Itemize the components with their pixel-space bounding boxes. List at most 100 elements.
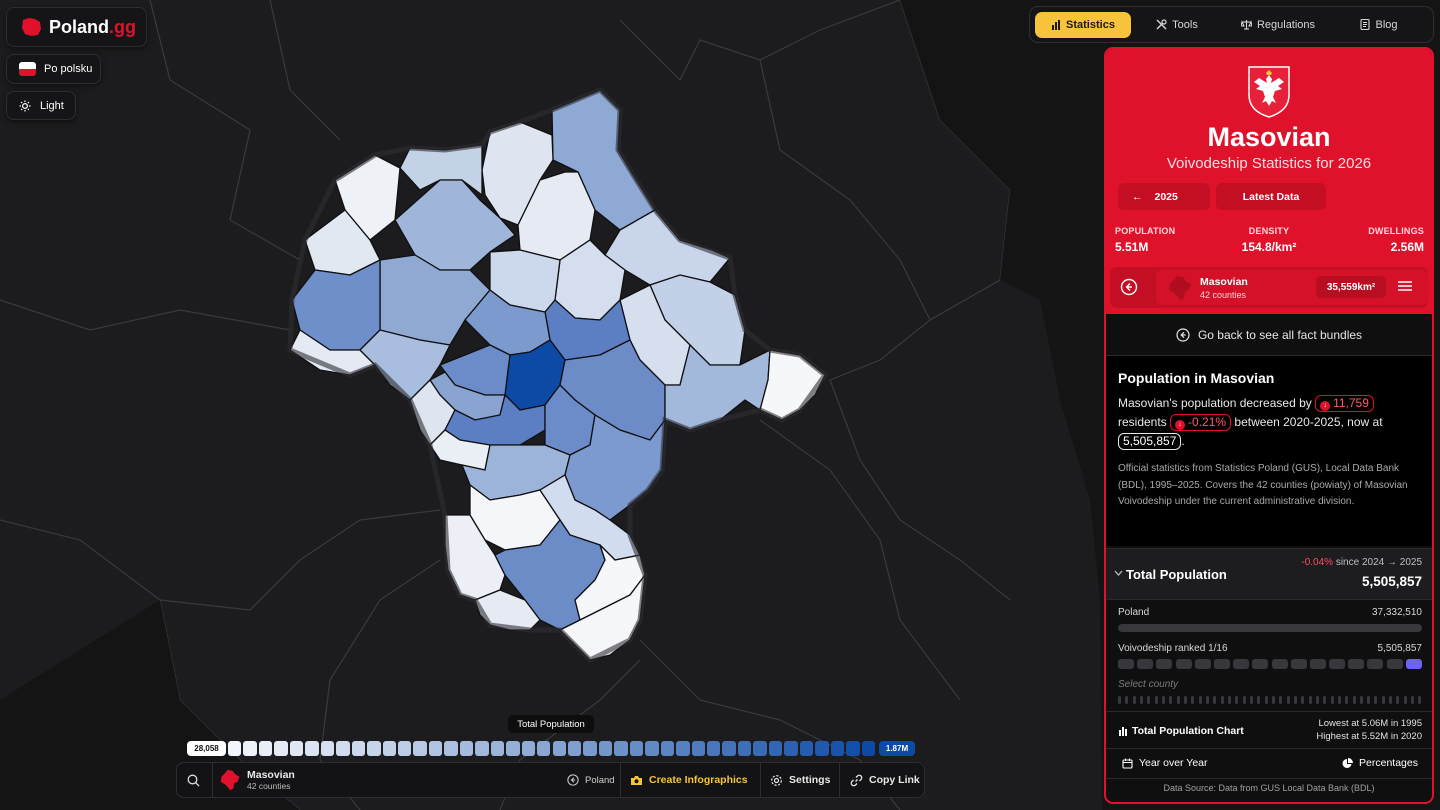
legend-step[interactable] [398, 741, 411, 756]
county-tick[interactable] [1309, 696, 1312, 704]
rank-segment[interactable] [1272, 659, 1288, 669]
legend-step[interactable] [537, 741, 550, 756]
county-tick[interactable] [1235, 696, 1238, 704]
region-card[interactable]: Masovian 42 counties 35,559km² [1156, 270, 1428, 305]
create-infographics-button[interactable]: Create Infographics [630, 763, 748, 797]
legend-step[interactable] [645, 741, 658, 756]
legend-step[interactable] [815, 741, 828, 756]
county-tick[interactable] [1279, 696, 1282, 704]
nav-regulations[interactable]: Regulations [1223, 12, 1333, 38]
legend-step[interactable] [722, 741, 735, 756]
county-tick[interactable] [1228, 696, 1231, 704]
voivodeship-rank-bar[interactable] [1118, 659, 1422, 669]
county-tick[interactable] [1316, 696, 1319, 704]
county-tick[interactable] [1250, 696, 1253, 704]
legend-step[interactable] [614, 741, 627, 756]
legend-step[interactable] [321, 741, 334, 756]
county-tick[interactable] [1294, 696, 1297, 704]
rank-segment[interactable] [1310, 659, 1326, 669]
latest-data-button[interactable]: Latest Data [1216, 183, 1326, 210]
legend-step[interactable] [599, 741, 612, 756]
legend-step[interactable] [243, 741, 256, 756]
county-tick[interactable] [1418, 696, 1421, 704]
rank-segment[interactable] [1406, 659, 1422, 669]
county-tick[interactable] [1374, 696, 1377, 704]
legend-step[interactable] [305, 741, 318, 756]
county-tick[interactable] [1389, 696, 1392, 704]
county-tick[interactable] [1177, 696, 1180, 704]
county-tick[interactable] [1353, 696, 1356, 704]
legend-step[interactable] [491, 741, 504, 756]
legend-step[interactable] [367, 741, 380, 756]
theme-toggle-button[interactable]: Light [6, 91, 76, 120]
county-tick[interactable] [1272, 696, 1275, 704]
county-tick[interactable] [1199, 696, 1202, 704]
copy-link-button[interactable]: Copy Link [850, 763, 920, 797]
county-tick[interactable] [1243, 696, 1246, 704]
legend-step[interactable] [475, 741, 488, 756]
legend-step[interactable] [383, 741, 396, 756]
county-tick[interactable] [1184, 696, 1187, 704]
county-tick[interactable] [1323, 696, 1326, 704]
legend-step[interactable] [460, 741, 473, 756]
rank-segment[interactable] [1156, 659, 1172, 669]
county-tick[interactable] [1287, 696, 1290, 704]
region-chip[interactable]: Masovian 42 counties [219, 763, 295, 797]
county-tick[interactable] [1345, 696, 1348, 704]
legend-step[interactable] [630, 741, 643, 756]
legend-step[interactable] [738, 741, 751, 756]
county-tick[interactable] [1133, 696, 1136, 704]
county-tick[interactable] [1155, 696, 1158, 704]
county-tick[interactable] [1206, 696, 1209, 704]
county-tick[interactable] [1257, 696, 1260, 704]
legend-step[interactable] [228, 741, 241, 756]
county-tick[interactable] [1213, 696, 1216, 704]
tab-percentages[interactable]: Percentages [1342, 757, 1418, 769]
rank-segment[interactable] [1195, 659, 1211, 669]
legend-step[interactable] [846, 741, 859, 756]
settings-button[interactable]: Settings [770, 763, 830, 797]
legend-step[interactable] [676, 741, 689, 756]
county-tick[interactable] [1147, 696, 1150, 704]
legend-step[interactable] [800, 741, 813, 756]
nav-statistics[interactable]: Statistics [1035, 12, 1131, 38]
county-tick[interactable] [1396, 696, 1399, 704]
population-chart-row[interactable]: Total Population Chart Lowest at 5.06M i… [1106, 711, 1432, 749]
nav-blog[interactable]: Blog [1333, 12, 1425, 38]
legend-step[interactable] [429, 741, 442, 756]
legend-step[interactable] [784, 741, 797, 756]
language-button[interactable]: Po polsku [6, 54, 101, 84]
legend-step[interactable] [352, 741, 365, 756]
legend-step[interactable] [661, 741, 674, 756]
legend-step[interactable] [862, 741, 875, 756]
legend-step[interactable] [769, 741, 782, 756]
go-back-button[interactable]: Go back to see all fact bundles [1106, 314, 1432, 356]
rank-segment[interactable] [1137, 659, 1153, 669]
county-tick[interactable] [1331, 696, 1334, 704]
legend-step[interactable] [831, 741, 844, 756]
search-button[interactable] [187, 763, 206, 797]
county-tick[interactable] [1265, 696, 1268, 704]
rank-segment[interactable] [1387, 659, 1403, 669]
nav-tools[interactable]: Tools [1131, 12, 1223, 38]
rank-segment[interactable] [1118, 659, 1134, 669]
county-tick[interactable] [1140, 696, 1143, 704]
legend-step[interactable] [553, 741, 566, 756]
rank-segment[interactable] [1291, 659, 1307, 669]
legend-step[interactable] [506, 741, 519, 756]
county-tick[interactable] [1411, 696, 1414, 704]
county-tick[interactable] [1338, 696, 1341, 704]
poland-button[interactable]: Poland [567, 763, 615, 797]
legend-step[interactable] [522, 741, 535, 756]
rank-segment[interactable] [1252, 659, 1268, 669]
county-tick[interactable] [1382, 696, 1385, 704]
tab-year-over-year[interactable]: Year over Year [1122, 757, 1208, 769]
county-tick[interactable] [1169, 696, 1172, 704]
rank-segment[interactable] [1214, 659, 1230, 669]
county-tick[interactable] [1125, 696, 1128, 704]
county-selector[interactable] [1118, 696, 1422, 704]
county-tick[interactable] [1367, 696, 1370, 704]
rank-segment[interactable] [1176, 659, 1192, 669]
legend-step[interactable] [583, 741, 596, 756]
